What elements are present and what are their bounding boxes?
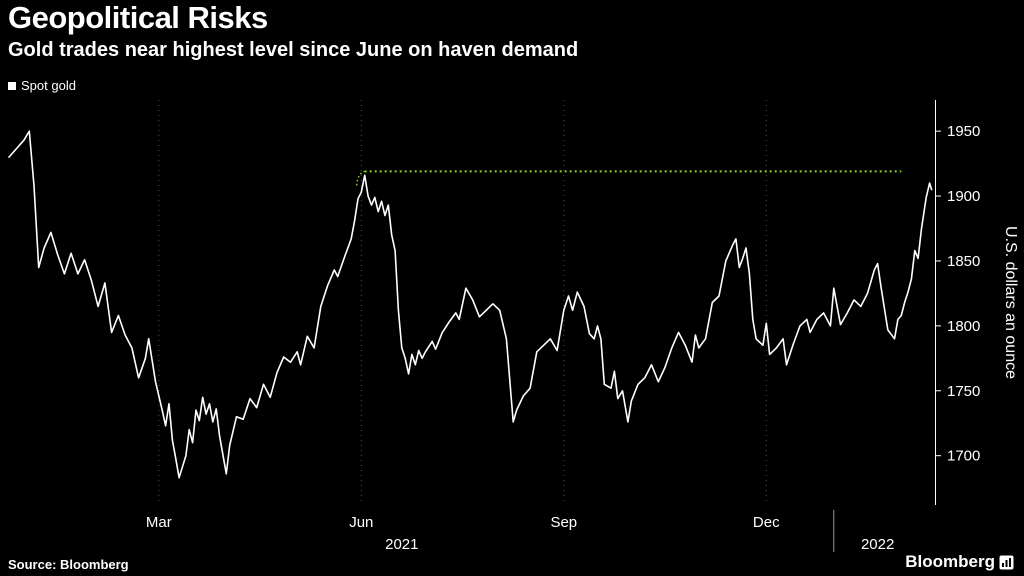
svg-text:1800: 1800: [947, 318, 980, 335]
svg-text:1900: 1900: [947, 188, 980, 205]
chart-subtitle: Gold trades near highest level since Jun…: [8, 39, 579, 61]
svg-text:1950: 1950: [947, 123, 980, 140]
bloomberg-terminal-icon: [999, 555, 1014, 569]
svg-text:1750: 1750: [947, 383, 980, 400]
svg-text:2022: 2022: [861, 536, 894, 553]
legend: Spot gold: [8, 78, 76, 93]
svg-text:2021: 2021: [385, 536, 418, 553]
source-text: Source: Bloomberg: [8, 557, 129, 572]
chart-title: Geopolitical Risks: [8, 0, 268, 35]
svg-text:Mar: Mar: [146, 514, 172, 531]
bloomberg-logo-text: Bloomberg: [905, 552, 995, 571]
svg-text:Jun: Jun: [349, 514, 373, 531]
bloomberg-logo: Bloomberg: [905, 552, 1014, 572]
svg-text:1700: 1700: [947, 448, 980, 465]
legend-label: Spot gold: [21, 78, 76, 93]
svg-text:U.S. dollars an ounce: U.S. dollars an ounce: [1002, 226, 1019, 379]
svg-text:Dec: Dec: [753, 514, 780, 531]
svg-text:1850: 1850: [947, 253, 980, 270]
legend-marker-icon: [8, 81, 16, 90]
svg-text:Sep: Sep: [550, 514, 577, 531]
